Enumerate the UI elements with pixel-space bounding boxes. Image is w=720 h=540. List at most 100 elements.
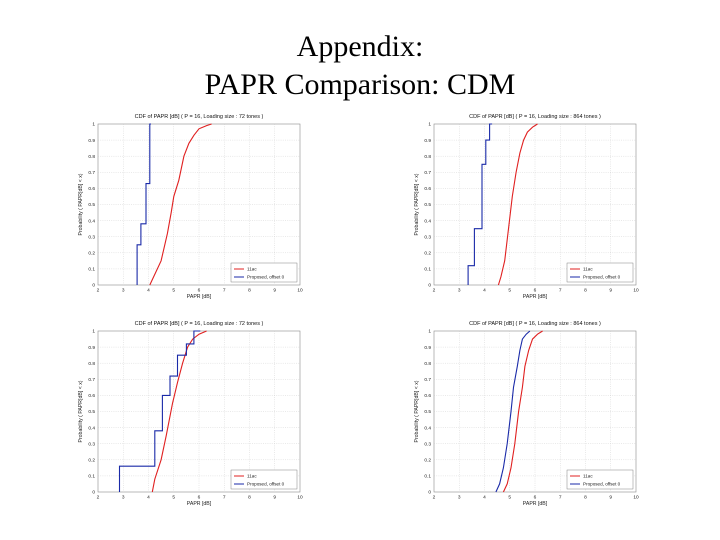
x-tick-label: 5 — [172, 288, 175, 294]
series-line-11ac — [149, 123, 212, 286]
y-tick-label: 0 — [428, 283, 431, 289]
x-tick-label: 4 — [483, 288, 486, 294]
y-tick-label: 0.9 — [424, 138, 431, 144]
series-line-proposed — [495, 330, 531, 493]
y-tick-label: 0.8 — [424, 154, 431, 160]
x-axis-label: PAPR [dB] — [187, 501, 212, 507]
y-tick-label: 0 — [92, 490, 95, 496]
y-tick-label: 0.9 — [88, 138, 95, 144]
y-tick-label: 0.5 — [88, 202, 95, 208]
y-tick-label: 0.3 — [424, 441, 431, 447]
series-line-11ac — [151, 330, 207, 493]
x-tick-label: 5 — [508, 495, 511, 501]
x-tick-label: 6 — [534, 495, 537, 501]
x-tick-label: 4 — [147, 495, 150, 501]
y-tick-label: 0.1 — [88, 474, 95, 480]
legend-label: Proposed, offset 0 — [247, 482, 285, 487]
x-tick-label: 3 — [122, 495, 125, 501]
cdf-chart-top-left: CDF of PAPR [dB] ( P = 16, Loading size … — [78, 114, 303, 300]
chart-panel-bottom-right: CDF of PAPR [dB] ( P = 16, Loading size … — [408, 317, 643, 517]
series-line-proposed — [467, 123, 493, 285]
y-tick-label: 0.8 — [424, 361, 431, 367]
legend-label: Proposed, offset 0 — [583, 482, 621, 487]
y-tick-label: 1 — [92, 329, 95, 335]
y-tick-label: 0.9 — [424, 345, 431, 351]
x-tick-label: 8 — [584, 288, 587, 294]
legend-label: 11ac — [247, 474, 257, 479]
y-tick-label: 0.2 — [424, 251, 431, 257]
x-tick-label: 9 — [273, 288, 276, 294]
legend-label: 11ac — [583, 267, 593, 272]
y-tick-label: 0.7 — [424, 170, 431, 176]
legend-label: 11ac — [583, 474, 593, 479]
y-axis-label: Probability ( PAPR[dB] < x) — [78, 173, 84, 235]
x-tick-label: 2 — [433, 495, 436, 501]
y-tick-label: 0.6 — [88, 186, 95, 192]
y-tick-label: 0.8 — [88, 361, 95, 367]
chart-panel-bottom-left: CDF of PAPR [dB] ( P = 16, Loading size … — [72, 317, 307, 517]
slide-title: Appendix: PAPR Comparison: CDM — [0, 28, 720, 104]
y-tick-label: 0.5 — [424, 202, 431, 208]
chart-title: CDF of PAPR [dB] ( P = 16, Loading size … — [469, 114, 601, 120]
x-tick-label: 3 — [458, 288, 461, 294]
y-tick-label: 0.3 — [88, 234, 95, 240]
x-tick-label: 8 — [584, 495, 587, 501]
x-tick-label: 6 — [198, 288, 201, 294]
y-tick-label: 0.1 — [424, 474, 431, 480]
series-line-11ac — [497, 123, 538, 286]
x-tick-label: 3 — [122, 288, 125, 294]
y-tick-label: 0.2 — [424, 458, 431, 464]
y-tick-label: 0.3 — [424, 234, 431, 240]
x-tick-label: 10 — [633, 495, 639, 501]
y-tick-label: 0.4 — [88, 218, 95, 224]
x-tick-label: 2 — [97, 288, 100, 294]
y-tick-label: 0.5 — [424, 409, 431, 415]
legend-label: Proposed, offset 0 — [247, 275, 285, 280]
x-tick-label: 5 — [508, 288, 511, 294]
legend-label: Proposed, offset 0 — [583, 275, 621, 280]
y-tick-label: 0.7 — [424, 377, 431, 383]
cdf-chart-bottom-right: CDF of PAPR [dB] ( P = 16, Loading size … — [414, 321, 639, 507]
y-tick-label: 0.7 — [88, 377, 95, 383]
y-tick-label: 1 — [92, 122, 95, 128]
y-tick-label: 0.2 — [88, 251, 95, 257]
x-tick-label: 8 — [248, 288, 251, 294]
y-tick-label: 0.6 — [424, 186, 431, 192]
chart-panel-top-left: CDF of PAPR [dB] ( P = 16, Loading size … — [72, 110, 307, 310]
y-tick-label: 0 — [92, 283, 95, 289]
x-tick-label: 7 — [559, 495, 562, 501]
x-axis-label: PAPR [dB] — [187, 294, 212, 300]
x-tick-label: 3 — [458, 495, 461, 501]
cdf-chart-bottom-left: CDF of PAPR [dB] ( P = 16, Loading size … — [78, 321, 303, 507]
y-tick-label: 0.7 — [88, 170, 95, 176]
x-tick-label: 9 — [273, 495, 276, 501]
chart-title: CDF of PAPR [dB] ( P = 16, Loading size … — [469, 321, 601, 327]
x-tick-label: 9 — [609, 495, 612, 501]
slide-title-line1: Appendix: — [296, 30, 424, 63]
y-tick-label: 0.9 — [88, 345, 95, 351]
y-tick-label: 0.4 — [424, 425, 431, 431]
x-tick-label: 7 — [223, 495, 226, 501]
y-tick-label: 0.4 — [88, 425, 95, 431]
legend-box — [230, 262, 298, 283]
x-tick-label: 2 — [97, 495, 100, 501]
legend-box — [566, 469, 634, 490]
x-tick-label: 9 — [609, 288, 612, 294]
x-tick-label: 10 — [633, 288, 639, 294]
cdf-chart-top-right: CDF of PAPR [dB] ( P = 16, Loading size … — [414, 114, 639, 300]
y-tick-label: 0.5 — [88, 409, 95, 415]
legend-box — [230, 469, 298, 490]
y-axis-label: Probability ( PAPR[dB] < x) — [414, 380, 420, 442]
x-tick-label: 7 — [559, 288, 562, 294]
y-tick-label: 0.1 — [88, 267, 95, 273]
legend-label: 11ac — [247, 267, 257, 272]
y-tick-label: 0.6 — [88, 393, 95, 399]
x-tick-label: 4 — [147, 288, 150, 294]
series-line-proposed — [136, 123, 151, 285]
x-tick-label: 8 — [248, 495, 251, 501]
y-tick-label: 1 — [428, 329, 431, 335]
x-tick-label: 10 — [297, 495, 303, 501]
legend-box — [566, 262, 634, 283]
y-tick-label: 0.4 — [424, 218, 431, 224]
series-line-proposed — [118, 330, 201, 492]
